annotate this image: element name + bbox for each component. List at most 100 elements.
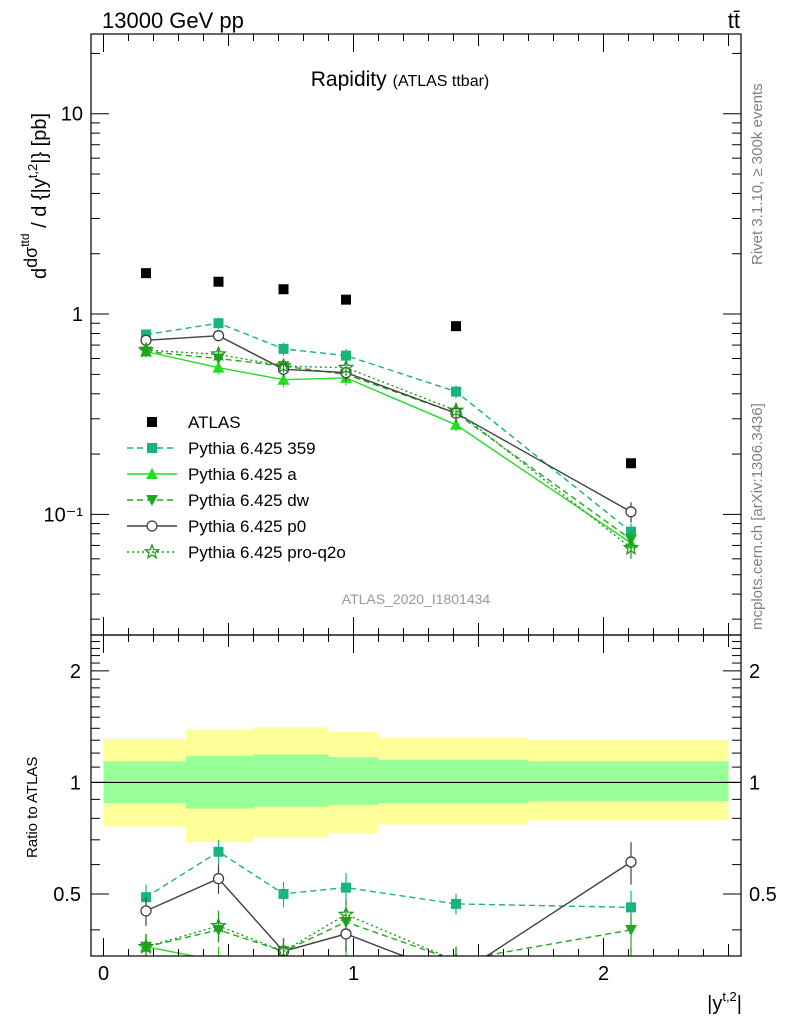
series-line <box>145 850 632 909</box>
y-tick-label: 1 <box>72 304 83 326</box>
series-line <box>145 921 632 956</box>
svg-text:ddσttd / d {|yt,2|} [pb]: ddσttd / d {|yt,2|} [pb] <box>18 113 51 279</box>
legend-label: Pythia 6.425 p0 <box>188 517 306 536</box>
legend-item: Pythia 6.425 a <box>127 465 297 484</box>
data-point <box>626 902 636 913</box>
collision-label: 13000 GeV pp <box>102 8 244 33</box>
uncertainty-band-inner <box>378 759 529 803</box>
legend: ATLAS Pythia 6.425 359 Pythia 6.425 a Pythi… <box>127 413 346 562</box>
y-tick-label: 10⁻¹ <box>44 504 84 526</box>
ratio-y-tick-label: 0.5 <box>53 884 81 906</box>
ratio-panel-frame <box>90 634 742 957</box>
legend-item: Pythia 6.425 dw <box>127 491 310 510</box>
ratio-y-tick-label: 2 <box>70 661 81 683</box>
data-point <box>278 343 289 354</box>
legend-marker <box>146 468 158 479</box>
uncertainty-band-inner <box>528 761 729 802</box>
data-point <box>141 268 151 279</box>
data-point <box>450 965 462 976</box>
rivet-version-label: Rivet 3.1.10, ≥ 300k events <box>749 83 766 265</box>
data-point <box>213 846 224 857</box>
data-point <box>213 276 224 287</box>
main-panel: 10 1 10⁻¹ Rapidity (ATLAS ttbar) ATLAS_2020… <box>18 33 742 636</box>
ratio-y-tick-label-right: 2 <box>749 661 760 683</box>
ratio-y-tick-label: 1 <box>70 772 81 794</box>
x-tick-label: 1 <box>348 963 359 985</box>
series-main-atlas <box>141 268 636 469</box>
legend-marker <box>146 495 158 506</box>
legend-item: Pythia 6.425 p0 <box>127 517 306 536</box>
series-ratio-pythia-6-425-pro-q2o <box>137 900 637 972</box>
data-point <box>451 321 461 332</box>
data-point <box>278 970 290 981</box>
legend-marker <box>143 543 161 560</box>
process-label: tt̄ <box>728 8 740 33</box>
data-point <box>340 928 352 940</box>
data-point <box>210 917 227 933</box>
legend-item: Pythia 6.425 pro-q2o <box>127 543 346 562</box>
data-point <box>212 872 225 885</box>
ratio-ylabel: Ratio to ATLAS <box>24 757 41 858</box>
data-point <box>277 373 290 385</box>
data-point <box>213 318 224 329</box>
mcplots-label: mcplots.cern.ch [arXiv:1306.3436] <box>749 403 766 630</box>
analysis-id: ATLAS_2020_I1801434 <box>342 591 491 607</box>
legend-marker <box>146 520 158 532</box>
data-point <box>450 418 462 430</box>
data-point <box>341 882 351 893</box>
data-point <box>626 458 636 469</box>
data-point <box>140 905 152 917</box>
legend-item: Pythia 6.425 359 <box>127 439 316 458</box>
uncertainty-band-inner <box>328 757 379 805</box>
data-point <box>451 898 461 909</box>
legend-label: Pythia 6.425 dw <box>188 491 310 510</box>
ratio-y-tick-label-right: 1 <box>749 772 760 794</box>
data-point <box>278 888 289 899</box>
data-point <box>278 284 289 295</box>
data-point <box>210 345 227 362</box>
legend-label: Pythia 6.425 pro-q2o <box>188 543 346 562</box>
y-tick-label: 10 <box>61 104 83 126</box>
ratio-xlabel: |yt,2| <box>707 989 742 1015</box>
data-point <box>137 341 155 358</box>
data-point <box>212 330 225 342</box>
legend-label: ATLAS <box>188 413 241 432</box>
legend-marker <box>147 443 157 453</box>
series-line <box>145 322 632 533</box>
series-line <box>145 861 632 956</box>
data-point <box>450 955 462 956</box>
data-point <box>447 401 465 418</box>
svg-text:|yt,2|: |yt,2| <box>707 989 742 1015</box>
series-ratio-pythia-6-425-dw <box>140 907 637 956</box>
plot-title: Rapidity (ATLAS ttbar) <box>311 68 490 91</box>
data-point <box>451 386 461 397</box>
data-point <box>625 506 637 518</box>
legend-label: Pythia 6.425 a <box>188 465 297 484</box>
main-ylabel: ddσttd / d {|yt,2|} [pb] <box>18 113 51 279</box>
series-line <box>145 913 447 956</box>
series-line <box>145 350 632 544</box>
uncertainty-band-inner <box>253 754 329 807</box>
data-point <box>625 987 637 998</box>
data-point <box>622 539 640 556</box>
ratio-panel: 0 1 2 2 2 1 1 0.5 0.5 Ratio to ATLAS |yt,2| <box>24 634 777 1015</box>
legend-marker <box>147 417 157 427</box>
series-ratio-pythia-6-425-p0 <box>140 842 637 981</box>
data-point <box>624 959 637 972</box>
data-point <box>451 971 461 981</box>
ratio-y-tick-label-right: 0.5 <box>749 884 777 906</box>
series-ratio-pythia-6-425-a <box>140 933 637 998</box>
data-point <box>625 856 637 868</box>
data-point <box>337 358 355 375</box>
x-tick-label: 2 <box>598 963 609 985</box>
series-line <box>145 334 632 513</box>
data-point <box>137 938 155 954</box>
series-line <box>145 349 632 549</box>
data-point <box>341 350 351 361</box>
data-point <box>341 294 351 305</box>
legend-item: ATLAS <box>147 413 241 432</box>
series-main-pythia-6-425-pro-q2o <box>137 341 640 559</box>
data-point <box>275 357 292 374</box>
legend-label: Pythia 6.425 359 <box>188 439 316 458</box>
